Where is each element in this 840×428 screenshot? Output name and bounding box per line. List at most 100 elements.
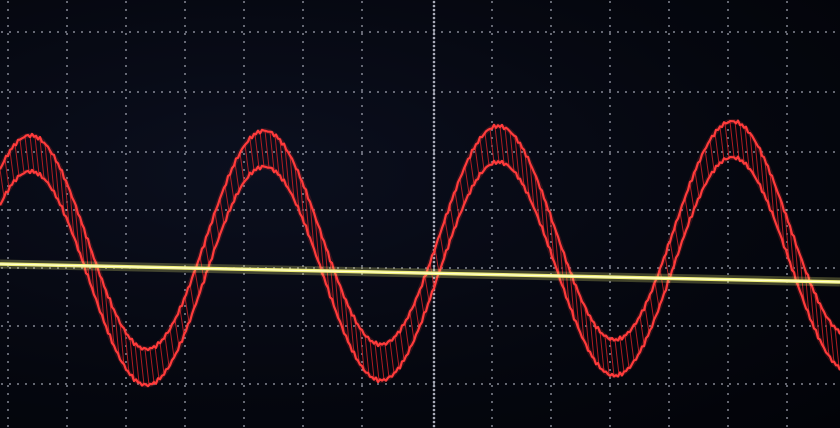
grid-dot bbox=[609, 137, 611, 139]
trace-hatch-line bbox=[484, 132, 490, 166]
grid-dot bbox=[7, 345, 9, 347]
grid-dot bbox=[302, 1, 304, 3]
grid-dot bbox=[243, 193, 245, 195]
grid-dot bbox=[273, 383, 275, 385]
grid-dot bbox=[727, 209, 729, 211]
grid-dot bbox=[553, 209, 555, 211]
grid-dot bbox=[243, 49, 245, 51]
grid-dot bbox=[727, 41, 729, 43]
grid-dot bbox=[673, 209, 675, 211]
grid-dot bbox=[786, 377, 788, 379]
grid-dot bbox=[321, 383, 323, 385]
grid-dot bbox=[184, 393, 186, 395]
grid-dot bbox=[161, 151, 163, 153]
grid-dot bbox=[777, 91, 779, 93]
trace-hatch-line bbox=[689, 183, 695, 210]
trace-hatch-line bbox=[479, 138, 485, 170]
grid-dot bbox=[721, 325, 723, 327]
grid-dot bbox=[521, 267, 523, 269]
grid-dot bbox=[361, 241, 363, 243]
grid-dot bbox=[7, 129, 9, 131]
grid-dot bbox=[41, 325, 43, 327]
grid-dot bbox=[673, 91, 675, 93]
grid-dot bbox=[593, 151, 595, 153]
trace-hatch-line bbox=[124, 331, 130, 374]
grid-dot bbox=[727, 73, 729, 75]
grid-dot bbox=[81, 267, 83, 269]
grid-dot bbox=[497, 267, 499, 269]
grid-dot bbox=[601, 91, 603, 93]
grid-dot bbox=[697, 151, 699, 153]
grid-dot bbox=[302, 313, 304, 315]
grid-dot bbox=[33, 325, 35, 327]
grid-dot bbox=[809, 209, 811, 211]
grid-dot bbox=[265, 31, 267, 33]
grid-dot bbox=[66, 97, 68, 99]
grid-dot bbox=[66, 129, 68, 131]
grid-dot bbox=[433, 31, 435, 33]
grid-dot bbox=[66, 321, 68, 323]
grid-dot bbox=[449, 151, 451, 153]
grid-dot bbox=[184, 225, 186, 227]
grid-dot bbox=[184, 241, 186, 243]
grid-dot bbox=[184, 369, 186, 371]
grid-dot bbox=[727, 241, 729, 243]
grid-dot bbox=[361, 17, 363, 19]
grid-dot bbox=[321, 91, 323, 93]
grid-dot bbox=[9, 267, 11, 269]
grid-dot bbox=[550, 65, 552, 67]
grid-dot bbox=[125, 233, 127, 235]
grid-dot bbox=[727, 89, 729, 91]
grid-dot bbox=[302, 289, 304, 291]
grid-dot bbox=[537, 151, 539, 153]
grid-dot bbox=[125, 201, 127, 203]
grid-dot bbox=[289, 325, 291, 327]
grid-dot bbox=[550, 361, 552, 363]
grid-dot bbox=[337, 325, 339, 327]
grid-dot bbox=[729, 151, 731, 153]
grid-dot bbox=[66, 281, 68, 283]
grid-dot bbox=[177, 209, 179, 211]
grid-dot bbox=[66, 1, 68, 3]
grid-dot bbox=[585, 267, 587, 269]
grid-dot bbox=[7, 401, 9, 403]
trace-hatch-line bbox=[204, 241, 210, 266]
grid-dot bbox=[329, 383, 331, 385]
grid-dot bbox=[689, 91, 691, 93]
grid-dot bbox=[1, 209, 3, 211]
grid-dot bbox=[729, 91, 731, 93]
grid-dot bbox=[727, 273, 729, 275]
grid-dot bbox=[665, 91, 667, 93]
grid-dot bbox=[432, 120, 436, 124]
trace-hatch-line bbox=[829, 321, 835, 363]
grid-dot bbox=[17, 267, 19, 269]
grid-dot bbox=[81, 91, 83, 93]
grid-dot bbox=[125, 65, 127, 67]
grid-dot bbox=[561, 151, 563, 153]
grid-dot bbox=[433, 209, 435, 211]
grid-dot bbox=[185, 31, 187, 33]
grid-dot bbox=[66, 297, 68, 299]
grid-dot bbox=[633, 31, 635, 33]
grid-dot bbox=[727, 57, 729, 59]
trace-hatch-line bbox=[439, 233, 445, 259]
grid-dot bbox=[668, 369, 670, 371]
grid-dot bbox=[65, 151, 67, 153]
grid-dot bbox=[66, 161, 68, 163]
grid-dot bbox=[761, 383, 763, 385]
grid-dot bbox=[361, 321, 363, 323]
grid-dot bbox=[361, 249, 363, 251]
grid-dot bbox=[125, 209, 127, 211]
grid-dot bbox=[769, 383, 771, 385]
grid-dot bbox=[786, 193, 788, 195]
grid-dot bbox=[361, 49, 363, 51]
grid-dot bbox=[432, 72, 436, 76]
grid-dot bbox=[497, 209, 499, 211]
grid-dot bbox=[329, 31, 331, 33]
grid-dot bbox=[727, 329, 729, 331]
grid-dot bbox=[727, 281, 729, 283]
grid-dot bbox=[521, 151, 523, 153]
grid-dot bbox=[153, 209, 155, 211]
grid-dot bbox=[537, 91, 539, 93]
grid-dot bbox=[668, 425, 670, 427]
